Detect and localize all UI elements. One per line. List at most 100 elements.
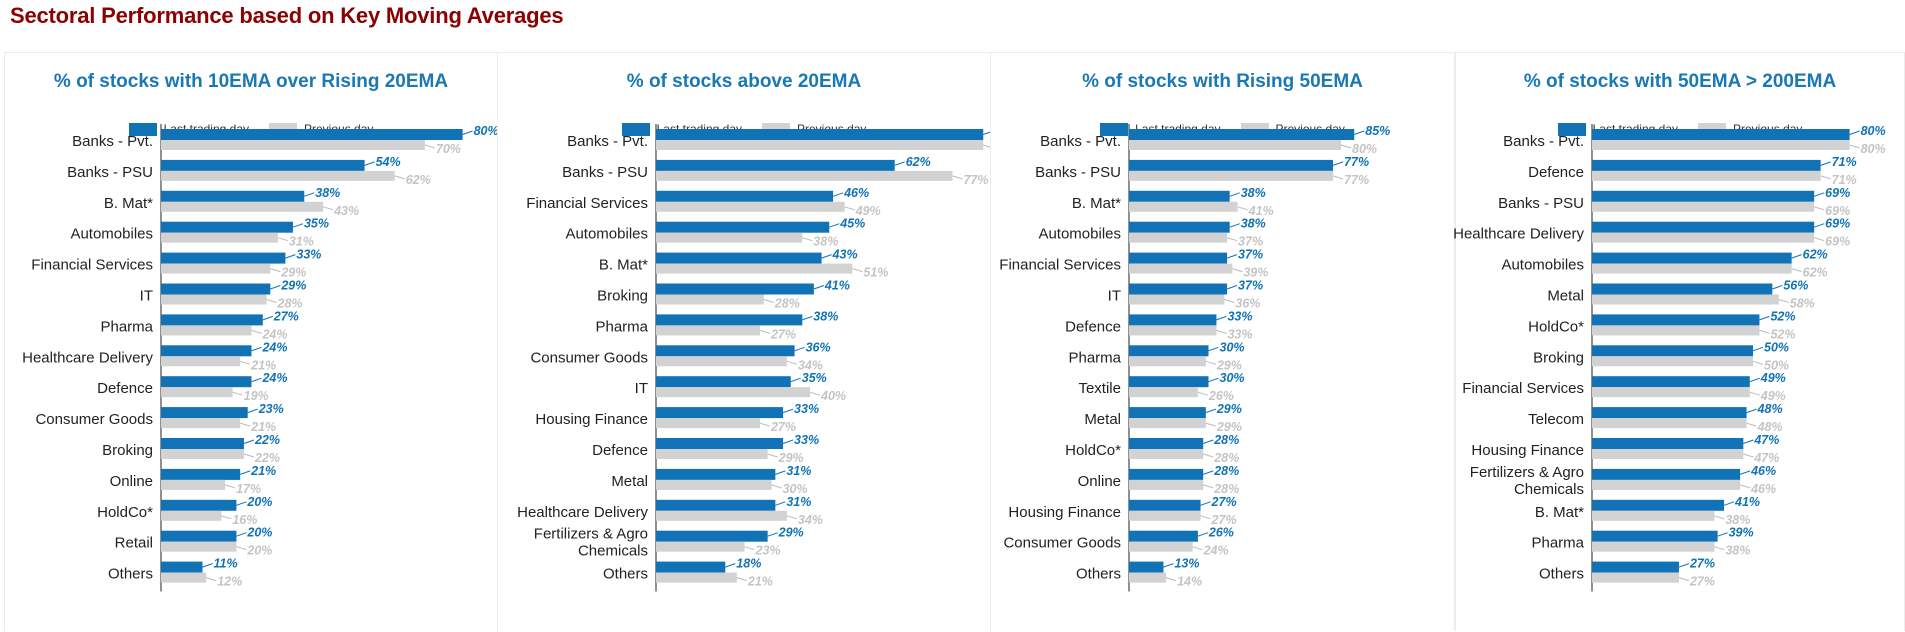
bar-previous-day — [656, 201, 845, 212]
leader-line — [1332, 161, 1344, 166]
category-row: Banks - Pvt. 80% 70% — [72, 124, 498, 156]
value-label-previous: 29% — [1216, 358, 1242, 372]
bar-last-trading-day — [1592, 407, 1747, 419]
value-label-last: 27% — [273, 309, 299, 323]
bar-last-trading-day — [1592, 159, 1821, 171]
category-label: HoldCo* — [1065, 442, 1121, 459]
leader-line — [1791, 268, 1802, 273]
value-label-last: 52% — [1770, 309, 1795, 323]
category-label: Others — [603, 566, 648, 583]
value-label-last: 28% — [1213, 433, 1239, 447]
value-label-last: 80% — [1861, 124, 1886, 138]
category-label: Banks - PSU — [1035, 164, 1121, 181]
value-label-last: 20% — [246, 495, 272, 509]
chart-panel-2: % of stocks above 20EMALast trading dayP… — [497, 52, 1019, 631]
value-label-previous: 12% — [217, 575, 242, 589]
bar-last-trading-day — [161, 468, 241, 480]
value-label-previous: 47% — [1753, 451, 1779, 465]
leader-line — [1749, 377, 1760, 383]
value-label-last: 29% — [1216, 402, 1242, 416]
bar-previous-day — [1129, 232, 1228, 243]
category-label: Fertilizers & Agro Chemicals — [534, 526, 648, 560]
category-row: B. Mat* 43% 51% — [599, 248, 889, 280]
value-label-previous: 49% — [1760, 389, 1786, 403]
leader-line — [1229, 223, 1240, 228]
value-label-previous: 17% — [236, 482, 261, 496]
bar-last-trading-day — [161, 252, 286, 264]
legend-swatch — [621, 122, 650, 136]
value-label-last: 45% — [839, 217, 865, 231]
bar-last-trading-day — [656, 438, 784, 449]
category-row: Pharma 30% 29% — [1068, 340, 1244, 372]
category-row: Consumer Goods 26% 24% — [1003, 526, 1233, 558]
bar-last-trading-day — [1592, 499, 1725, 511]
leader-line — [852, 268, 863, 273]
category-row: Pharma 38% 27% — [595, 309, 838, 341]
leader-line — [775, 501, 786, 506]
bar-last-trading-day — [1129, 129, 1355, 140]
bar-previous-day — [656, 294, 764, 305]
category-label: Online — [110, 473, 153, 490]
bar-last-trading-day — [1592, 376, 1750, 388]
leader-line — [224, 484, 236, 489]
leader-line — [1772, 285, 1783, 290]
bar-previous-day — [1129, 418, 1206, 429]
value-label-last: 62% — [906, 155, 931, 169]
chart-panel-1: % of stocks with 10EMA over Rising 20EMA… — [4, 52, 499, 631]
category-label: Consumer Goods — [35, 411, 153, 428]
value-label-previous: 24% — [1203, 544, 1229, 558]
category-label: Housing Finance — [1008, 504, 1121, 521]
value-label-previous: 21% — [250, 420, 276, 434]
leader-line — [1197, 532, 1209, 537]
value-label-previous: 29% — [778, 451, 804, 465]
value-label-previous: 27% — [770, 420, 796, 434]
category-row: Automobiles 35% 31% — [70, 217, 329, 249]
value-label-last: 69% — [1825, 217, 1850, 231]
category-label: Banks - PSU — [67, 164, 153, 181]
category-row: Broking 22% 22% — [102, 433, 280, 465]
leader-line — [829, 223, 840, 228]
bar-previous-day — [656, 510, 787, 521]
bar-last-trading-day — [161, 438, 244, 449]
bar-last-trading-day — [656, 159, 895, 171]
leader-line — [1678, 577, 1690, 582]
bar-previous-day — [161, 510, 222, 521]
value-label-last: 38% — [813, 309, 838, 323]
leader-line — [1340, 144, 1352, 149]
bar-previous-day — [656, 479, 772, 490]
category-row: IT 35% 40% — [635, 371, 846, 403]
category-row: Housing Finance 27% 27% — [1008, 495, 1236, 527]
value-label-last: 21% — [250, 464, 276, 478]
leader-line — [1752, 360, 1764, 365]
category-label: Financial Services — [526, 195, 648, 212]
category-row: Banks - PSU 62% 77% — [562, 155, 988, 187]
bar-previous-day — [1129, 170, 1334, 181]
bar-chart: Banks - Pvt. 80% 70% Banks - PSU 54% 62% B. Ma… — [22, 124, 499, 592]
bar-last-trading-day — [161, 283, 271, 295]
category-row: Consumer Goods 36% 34% — [530, 340, 830, 372]
value-label-previous: 58% — [1790, 297, 1815, 311]
leader-line — [1820, 161, 1831, 166]
leader-line — [790, 377, 801, 383]
bar-last-trading-day — [1129, 283, 1228, 295]
leader-line — [240, 360, 251, 365]
value-label-previous: 21% — [250, 358, 276, 372]
category-label: Consumer Goods — [530, 349, 648, 366]
leader-line — [285, 254, 296, 259]
value-label-previous: 14% — [1177, 575, 1202, 589]
bar-last-trading-day — [161, 345, 252, 357]
leader-line — [1752, 346, 1764, 352]
leader-line — [1203, 439, 1214, 444]
leader-line — [1814, 237, 1825, 242]
category-row: Automobiles 62% 62% — [1501, 248, 1827, 280]
value-label-previous: 43% — [333, 204, 359, 218]
bar-last-trading-day — [1592, 438, 1744, 449]
bar-previous-day — [656, 325, 760, 336]
value-label-last: 13% — [1174, 557, 1199, 571]
leader-line — [832, 192, 844, 197]
category-label: Metal — [1084, 411, 1121, 428]
category-label: IT — [635, 380, 648, 397]
bar-last-trading-day — [1129, 314, 1217, 326]
bar-last-trading-day — [161, 159, 365, 171]
bar-previous-day — [161, 263, 271, 274]
